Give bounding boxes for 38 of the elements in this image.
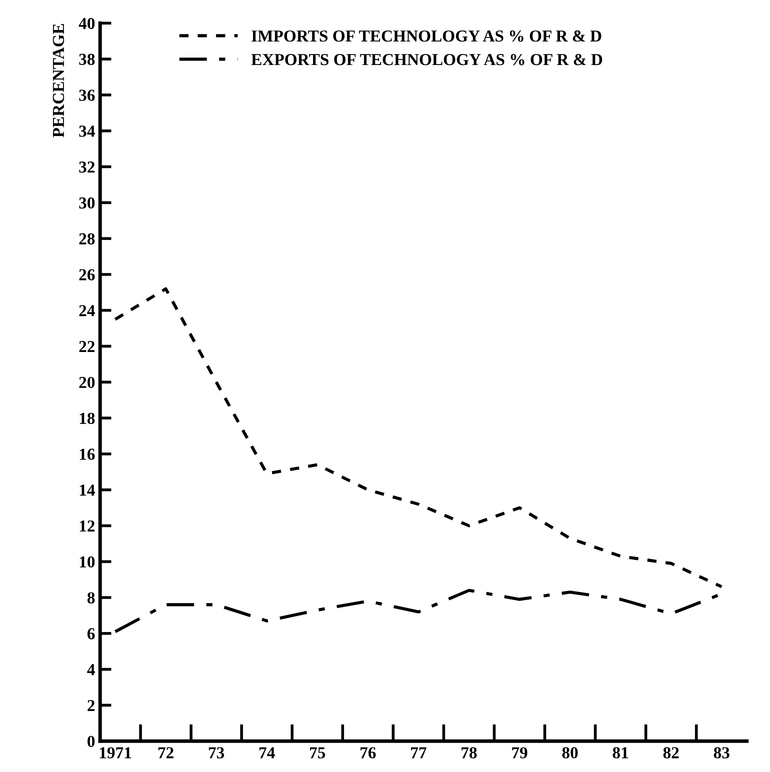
y-tick-label: 24 bbox=[79, 305, 95, 316]
x-tick-label: 80 bbox=[562, 747, 578, 758]
y-tick-label: 26 bbox=[79, 269, 95, 280]
y-tick-label: 32 bbox=[79, 162, 95, 173]
x-tick-label: 77 bbox=[411, 747, 426, 758]
x-tick-label: 74 bbox=[259, 747, 275, 758]
y-tick-label: 0 bbox=[88, 736, 95, 748]
y-tick-label: 14 bbox=[80, 484, 95, 496]
y-tick-label: 28 bbox=[79, 233, 95, 244]
x-tick-label: 72 bbox=[158, 747, 174, 758]
y-tick-label: 4 bbox=[87, 664, 95, 676]
line-series bbox=[114, 287, 724, 588]
y-tick-label: 2 bbox=[88, 700, 95, 712]
y-tick-label: 22 bbox=[79, 340, 95, 352]
y-tick-label: 18 bbox=[80, 412, 95, 424]
x-tick-label: 76 bbox=[360, 747, 376, 758]
y-tick-label: 6 bbox=[87, 628, 95, 640]
y-tick-label: 34 bbox=[79, 126, 95, 137]
y-tick-label: 10 bbox=[80, 556, 95, 568]
y-tick-label: 30 bbox=[79, 197, 95, 209]
y-tick-label: 16 bbox=[80, 448, 95, 460]
y-tick-label: 38 bbox=[79, 54, 95, 66]
y-tick-label: 12 bbox=[80, 520, 95, 532]
y-tick-label: 40 bbox=[78, 18, 95, 30]
y-tick-label: 20 bbox=[79, 376, 95, 388]
x-tick-label: 82 bbox=[663, 747, 679, 758]
legend-label: EXPORTS OF TECHNOLOGY AS % OF R & D bbox=[251, 54, 602, 66]
x-tick-label: 1971 bbox=[100, 747, 132, 758]
legend-label: IMPORTS OF TECHNOLOGY AS % OF R & D bbox=[252, 30, 602, 42]
x-tick-label: 83 bbox=[714, 747, 730, 758]
x-tick-label: 73 bbox=[208, 747, 224, 758]
x-tick-label: 75 bbox=[310, 747, 326, 758]
x-tick-label: 79 bbox=[512, 747, 528, 758]
x-tick-label: 78 bbox=[462, 747, 477, 758]
y-axis-title: PERCENTAGE bbox=[52, 24, 64, 138]
x-tick-label: 81 bbox=[612, 747, 628, 758]
y-tick-label: 8 bbox=[87, 592, 95, 604]
y-tick-label: 36 bbox=[79, 90, 95, 101]
